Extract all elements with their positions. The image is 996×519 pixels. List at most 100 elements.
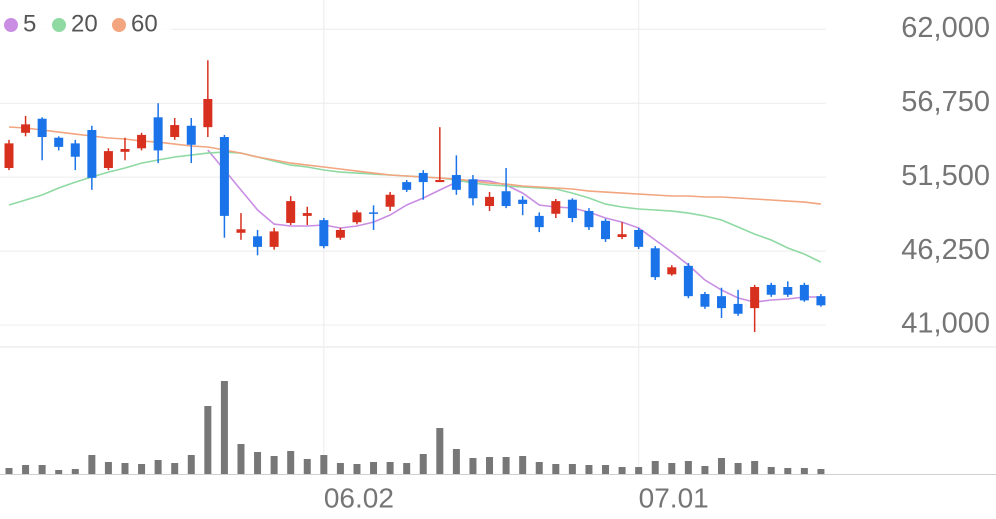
legend-dot	[112, 18, 126, 32]
volume-bar	[403, 463, 411, 474]
y-tick-label: 46,250	[901, 234, 990, 266]
y-tick-label: 56,750	[901, 86, 990, 118]
candle-body	[700, 294, 710, 307]
volume-bar	[784, 468, 792, 474]
volume-bar	[552, 464, 560, 474]
candle-body	[253, 236, 263, 247]
volume-bar	[386, 462, 394, 474]
volume-bar	[651, 461, 659, 474]
volume-bar	[767, 467, 775, 474]
legend-label: 60	[131, 10, 158, 37]
volume-bar	[138, 464, 146, 474]
candle-body	[369, 212, 379, 214]
volume-bar	[220, 381, 228, 474]
candle-body	[485, 196, 495, 207]
volume-bar	[121, 463, 129, 474]
candle-body	[54, 137, 64, 147]
volume-bar	[436, 428, 444, 474]
volume-bar	[287, 451, 295, 474]
volume-bar	[88, 455, 96, 474]
candle-body	[733, 303, 743, 314]
legend-dot	[4, 18, 18, 32]
candle-body	[170, 125, 180, 138]
candle-body	[650, 248, 660, 278]
volume-bar	[684, 461, 692, 474]
candle-body	[70, 143, 80, 157]
candle-body	[683, 265, 693, 297]
volume-bar	[618, 467, 626, 474]
candle-body	[186, 125, 196, 145]
candle-body	[203, 99, 213, 128]
volume-bar	[751, 461, 759, 474]
volume-bar	[171, 463, 179, 474]
volume-bar	[336, 463, 344, 474]
volume-bar	[38, 465, 46, 474]
legend-dot	[52, 18, 66, 32]
candle-body	[335, 229, 345, 238]
volume-bar	[303, 459, 311, 474]
volume-bar	[370, 462, 378, 474]
candle-body	[120, 148, 130, 152]
candle-body	[799, 284, 809, 301]
volume-bar	[701, 466, 709, 474]
x-tick-label: 06.02	[324, 482, 394, 513]
candle-body	[352, 212, 362, 223]
volume-bar	[320, 455, 328, 474]
candle-body	[385, 194, 395, 207]
volume-bar	[668, 463, 676, 474]
candle-body	[269, 231, 279, 247]
volume-bar	[635, 467, 643, 474]
volume-bar	[602, 465, 610, 474]
ma-line	[8, 151, 822, 263]
volume-bar	[22, 465, 30, 474]
candle-body	[617, 234, 627, 238]
volume-bar	[353, 464, 361, 474]
candle-body	[4, 143, 14, 169]
y-tick-label: 62,000	[901, 12, 990, 44]
candle-body	[783, 287, 793, 295]
candle-body	[567, 199, 577, 219]
volume-bar	[104, 462, 112, 474]
volume-bar	[270, 456, 278, 474]
volume-bar	[486, 457, 494, 474]
candle-body	[137, 134, 147, 149]
legend-background	[0, 8, 172, 42]
volume-bar	[254, 452, 262, 474]
candle-body	[402, 182, 412, 190]
candle-body	[667, 267, 677, 275]
volume-bar	[71, 469, 79, 474]
candle-body	[766, 284, 776, 295]
y-tick-label: 41,000	[901, 308, 990, 340]
candle-body	[37, 118, 47, 138]
candle-body	[601, 220, 611, 240]
volume-bar	[585, 465, 593, 474]
candle-body	[435, 179, 445, 183]
legend-label: 20	[71, 10, 98, 37]
volume-bar	[519, 456, 527, 474]
volume-bar	[55, 470, 63, 474]
candle-body	[219, 137, 229, 216]
candle-body	[319, 220, 329, 247]
candle-body	[286, 201, 296, 223]
candle-body	[816, 296, 826, 306]
candle-body	[153, 117, 163, 151]
volume-bar	[817, 469, 825, 474]
volume-bar	[568, 464, 576, 474]
volume-bar	[535, 462, 543, 474]
volume-bar	[469, 458, 477, 474]
volume-bar	[734, 463, 742, 474]
volume-bar	[419, 454, 427, 474]
volume-bar	[187, 455, 195, 474]
ma-line	[207, 149, 821, 303]
candle-body	[236, 229, 246, 233]
candle-body	[750, 287, 760, 309]
candle-body	[468, 179, 478, 199]
candle-body	[584, 210, 594, 228]
volume-bar	[502, 457, 510, 474]
volume-bar	[5, 468, 13, 474]
y-tick-label: 51,500	[901, 160, 990, 192]
candle-body	[451, 175, 461, 190]
candle-body	[717, 296, 727, 309]
volume-bar	[154, 460, 162, 474]
